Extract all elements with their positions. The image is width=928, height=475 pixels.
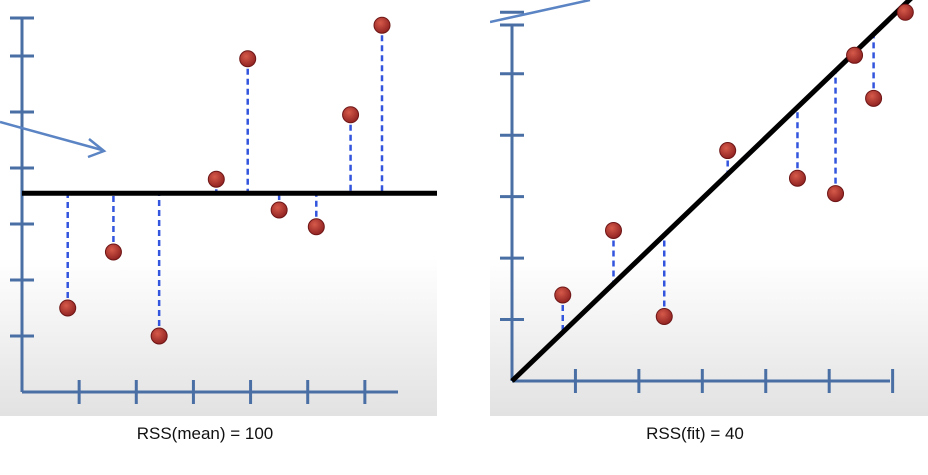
data-point	[59, 299, 77, 317]
data-point	[307, 218, 325, 236]
plot-background	[0, 0, 437, 416]
data-point	[655, 307, 673, 325]
data-point	[239, 50, 257, 68]
plot-background	[490, 0, 928, 416]
data-point	[865, 89, 883, 107]
data-point	[104, 243, 122, 261]
fit-chart-panel	[490, 0, 928, 416]
pointer-arrow	[490, 0, 591, 24]
data-point	[788, 169, 806, 187]
rss-fit-caption: RSS(fit) = 40	[646, 424, 744, 443]
pointer-arrow	[0, 120, 103, 152]
data-point	[846, 46, 864, 64]
data-point	[827, 185, 845, 203]
data-point	[150, 327, 168, 345]
data-point	[207, 170, 225, 188]
data-point	[605, 221, 622, 239]
data-point	[270, 201, 288, 219]
rss-mean-caption: RSS(mean) = 100	[136, 424, 274, 443]
data-point	[719, 142, 737, 160]
data-point	[342, 106, 360, 124]
mean-chart	[0, 0, 437, 416]
data-point	[554, 286, 572, 304]
data-point	[373, 16, 391, 34]
fit-chart	[490, 0, 928, 416]
pointer-arrow-head	[87, 138, 107, 159]
data-point	[896, 3, 914, 21]
mean-chart-panel	[0, 0, 437, 416]
